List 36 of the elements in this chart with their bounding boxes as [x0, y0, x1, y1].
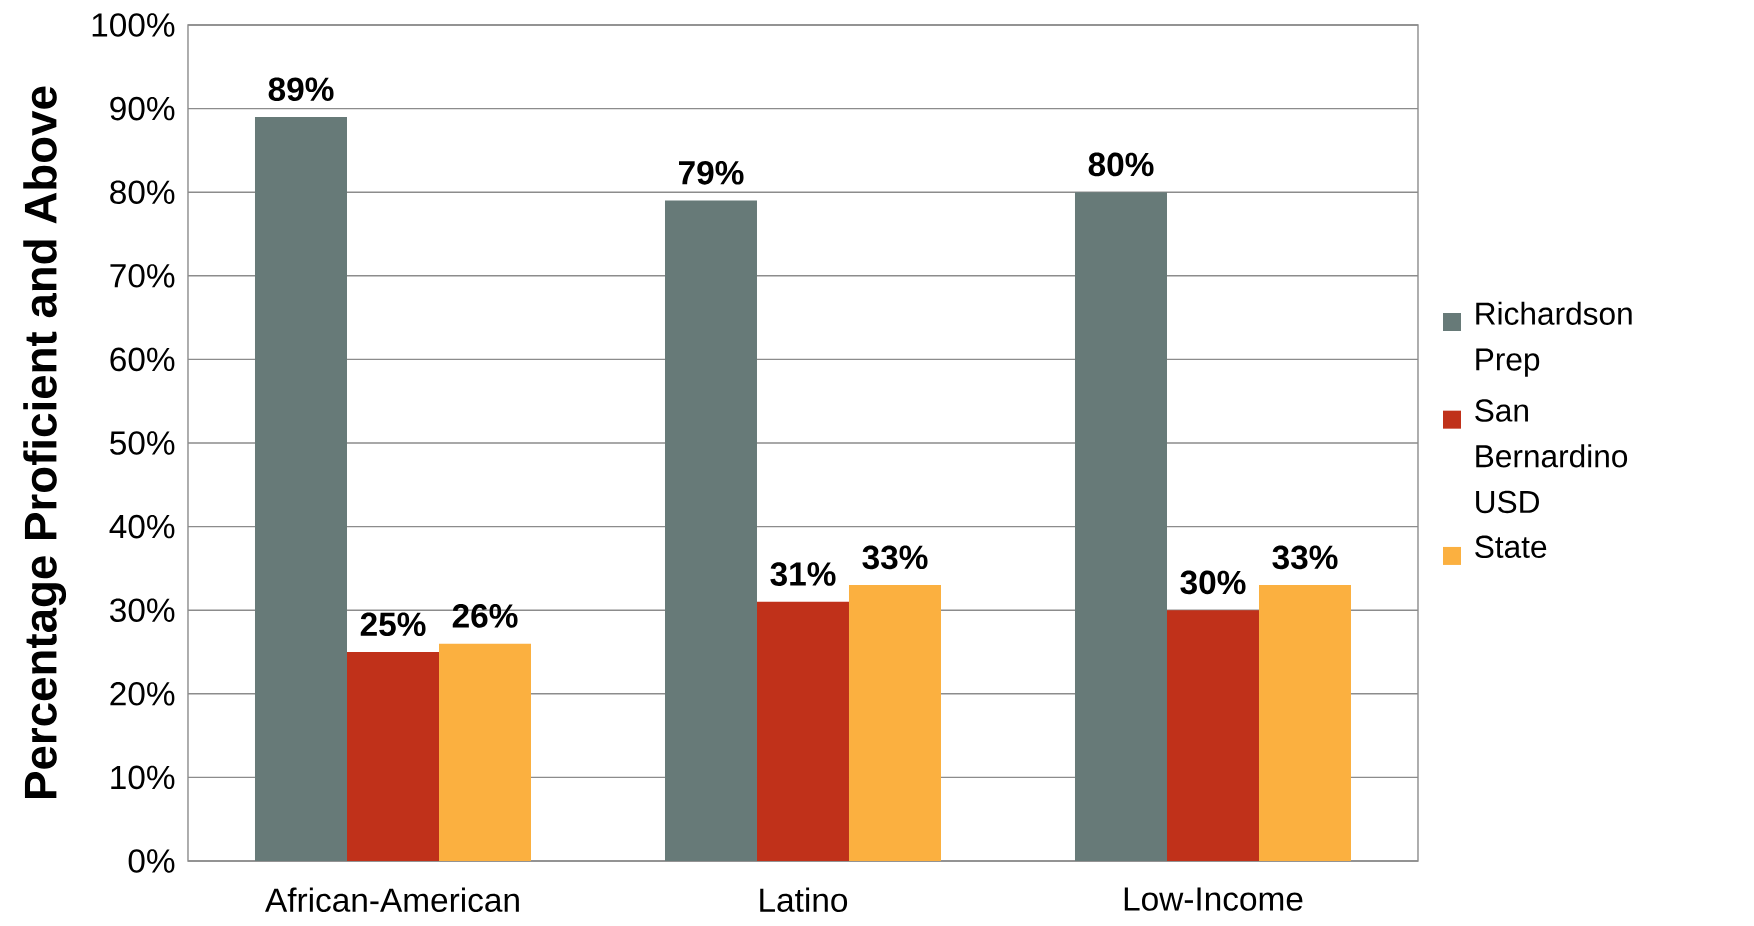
data-label: 30%: [1180, 570, 1246, 595]
bar: [756, 601, 849, 862]
y-tick-label: 0%: [128, 849, 175, 873]
bar: [1259, 585, 1351, 862]
data-label: 79%: [679, 160, 744, 185]
legend-label: San Bernardino USD: [1475, 399, 1628, 514]
legend-label: Richardson Prep: [1476, 301, 1632, 377]
y-axis-title: Percentage Proficient and Above: [23, 86, 67, 798]
data-label: 31%: [770, 562, 836, 586]
x-tick-label: Latino: [760, 887, 848, 912]
y-tick-label: 80%: [110, 180, 175, 205]
y-tick-label: 60%: [110, 347, 175, 372]
data-label: 26%: [452, 604, 518, 628]
y-tick-label: 100%: [92, 13, 175, 37]
data-label: 33%: [1272, 545, 1338, 570]
data-label: 33%: [862, 545, 928, 570]
bar: [254, 116, 347, 862]
y-tick-label: 70%: [110, 263, 175, 288]
bar: [347, 652, 439, 862]
data-label: 80%: [1088, 152, 1154, 177]
bar: [848, 585, 941, 862]
y-tick-label: 30%: [110, 598, 175, 623]
x-tick-label: African-American: [265, 887, 519, 912]
data-label: 89%: [268, 77, 334, 102]
bar: [1167, 610, 1259, 862]
bar: [439, 643, 531, 862]
x-tick-label: Low-Income: [1124, 887, 1303, 911]
y-tick-label: 10%: [111, 765, 175, 790]
y-tick-label: 90%: [110, 96, 175, 121]
y-tick-label: 50%: [110, 431, 175, 455]
legend-label: State: [1475, 535, 1547, 559]
y-tick-label: 40%: [109, 514, 175, 539]
data-label: 25%: [360, 612, 426, 637]
bar: [1074, 192, 1167, 862]
bar: [665, 200, 757, 862]
y-tick-label: 20%: [110, 681, 175, 706]
